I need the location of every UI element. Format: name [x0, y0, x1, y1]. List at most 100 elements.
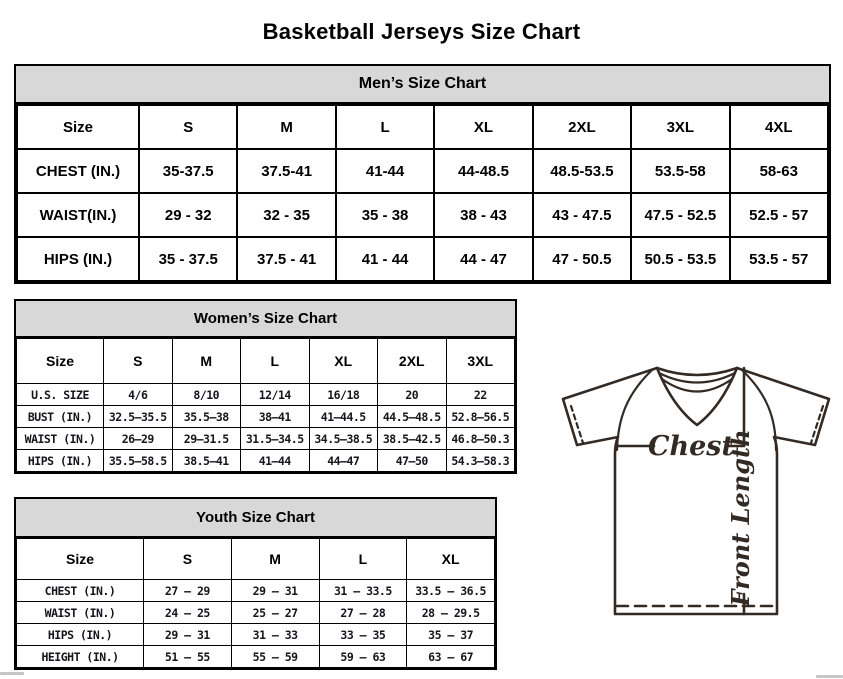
value-cell: 54.3–58.3	[445, 449, 515, 472]
value-cell: 29 – 31	[143, 623, 232, 646]
value-cell: 35 - 38	[334, 192, 436, 238]
size-corner-header-cell: Size	[16, 104, 140, 150]
value-cell: 37.5 - 41	[236, 236, 337, 282]
size-column-header-cell: M	[171, 338, 241, 384]
value-cell: 38–41	[240, 405, 310, 428]
value-cell: 12/14	[240, 383, 310, 406]
value-cell: 44 - 47	[433, 236, 534, 282]
row-label-cell: CHEST (IN.)	[16, 148, 140, 194]
jersey-measurement-diagram: Chest Front Length	[552, 356, 843, 632]
value-cell: 48.5-53.5	[531, 148, 633, 194]
value-cell: 44.5–48.5	[377, 405, 447, 428]
table-row: BUST (IN.) 32.5–35.5 35.5–38 38–41 41–44.5 44…	[16, 405, 515, 428]
value-cell: 38 - 43	[433, 192, 534, 238]
value-cell: 33 – 35	[318, 623, 408, 646]
size-column-header-cell: XL	[308, 338, 378, 384]
value-cell: 63 – 67	[406, 645, 495, 668]
table-row: WAIST (IN.) 26–29 29–31.5 31.5–34.5 34.5–38.…	[16, 427, 515, 450]
value-cell: 35 - 37.5	[137, 236, 239, 282]
table-row: CHEST (IN.) 35-37.5 37.5-41 41-44 44-48.5 48.…	[16, 148, 830, 194]
front-length-label: Front Length	[726, 429, 755, 607]
value-cell: 31 – 33	[230, 623, 320, 646]
value-cell: 41–44	[240, 449, 310, 472]
size-column-header-cell: S	[143, 538, 232, 580]
table-row: HIPS (IN.) 35 - 37.5 37.5 - 41 41 - 44 44 - …	[16, 236, 830, 282]
value-cell: 37.5-41	[236, 148, 337, 194]
scrollbar-fragment-right[interactable]	[816, 675, 843, 678]
size-table: Size S M L XL 2XL 3XL 4XL CHEST (IN.) 35-37.5 37.5…	[16, 104, 830, 282]
header-row: Size S M L XL 2XL 3XL 4XL	[16, 104, 830, 150]
value-cell: 46.8–50.3	[445, 427, 515, 450]
value-cell: 27 – 29	[143, 579, 232, 602]
value-cell: 8/10	[171, 383, 241, 406]
value-cell: 51 – 55	[143, 645, 232, 668]
cuff-dashed-line-left	[569, 404, 585, 445]
row-label-cell: HIPS (IN.)	[16, 236, 140, 282]
row-label-cell: WAIST(IN.)	[16, 192, 140, 238]
cuff-dashed-line-right	[809, 404, 825, 445]
value-cell: 20	[377, 383, 447, 406]
size-column-header-cell: XL	[406, 538, 495, 580]
value-cell: 44–47	[308, 449, 378, 472]
value-cell: 58-63	[728, 148, 830, 194]
value-cell: 22	[445, 383, 515, 406]
value-cell: 26–29	[103, 427, 173, 450]
size-column-header-cell: 2XL	[531, 104, 633, 150]
value-cell: 47–50	[377, 449, 447, 472]
size-column-header-cell: 3XL	[445, 338, 515, 384]
page-title: Basketball Jerseys Size Chart	[262, 18, 581, 44]
size-column-header-cell: L	[318, 538, 408, 580]
value-cell: 28 – 29.5	[406, 601, 495, 624]
value-cell: 53.5-58	[630, 148, 731, 194]
value-cell: 41–44.5	[308, 405, 378, 428]
jersey-vneck	[655, 366, 739, 427]
table-row: HIPS (IN.) 29 – 31 31 – 33 33 – 35 35 – 37	[16, 623, 495, 646]
mens-size-chart-table: Men’s Size Chart Size S M L XL 2XL 3XL 4XL CHEST …	[14, 64, 831, 284]
size-table: Size S M L XL CHEST (IN.) 27 – 29 29 – 31 31 – 3…	[16, 538, 495, 668]
header-row: Size S M L XL	[16, 538, 495, 580]
table-row: WAIST (IN.) 24 – 25 25 – 27 27 – 28 28 – 29.…	[16, 601, 495, 624]
row-label-cell: WAIST (IN.)	[16, 601, 144, 624]
size-column-header-cell: M	[236, 104, 337, 150]
size-column-header-cell: 2XL	[377, 338, 447, 384]
row-label-cell: WAIST (IN.)	[16, 427, 104, 450]
value-cell: 34.5–38.5	[308, 427, 378, 450]
value-cell: 59 – 63	[318, 645, 408, 668]
jersey-body-outline	[561, 366, 831, 616]
value-cell: 38.5–42.5	[377, 427, 447, 450]
value-cell: 53.5 - 57	[728, 236, 830, 282]
table-row: CHEST (IN.) 27 – 29 29 – 31 31 – 33.5 33.5 –…	[16, 579, 495, 602]
size-column-header-cell: L	[240, 338, 310, 384]
value-cell: 32.5–35.5	[103, 405, 173, 428]
value-cell: 41-44	[334, 148, 436, 194]
size-column-header-cell: S	[103, 338, 173, 384]
jersey-armhole-right	[740, 368, 778, 452]
size-column-header-cell: 3XL	[630, 104, 731, 150]
row-label-cell: HIPS (IN.)	[16, 449, 104, 472]
value-cell: 35-37.5	[137, 148, 239, 194]
value-cell: 52.8–56.5	[445, 405, 515, 428]
value-cell: 52.5 - 57	[728, 192, 830, 238]
value-cell: 29 - 32	[137, 192, 239, 238]
value-cell: 47 - 50.5	[531, 236, 633, 282]
value-cell: 4/6	[103, 383, 173, 406]
value-cell: 35 – 37	[406, 623, 495, 646]
size-corner-header-cell: Size	[16, 538, 144, 580]
value-cell: 16/18	[308, 383, 378, 406]
size-column-header-cell: XL	[433, 104, 534, 150]
value-cell: 35.5–58.5	[103, 449, 173, 472]
row-label-cell: U.S. SIZE	[16, 383, 104, 406]
jersey-outline-drawing: Chest Front Length	[561, 366, 831, 616]
value-cell: 24 – 25	[143, 601, 232, 624]
value-cell: 31 – 33.5	[318, 579, 408, 602]
row-label-cell: HEIGHT (IN.)	[16, 645, 144, 668]
scrollbar-fragment-left[interactable]	[0, 672, 24, 675]
chest-label: Chest	[648, 431, 734, 462]
jersey-collar	[655, 366, 739, 377]
value-cell: 47.5 - 52.5	[630, 192, 731, 238]
value-cell: 41 - 44	[334, 236, 436, 282]
value-cell: 55 – 59	[230, 645, 320, 668]
jersey-armhole-left	[615, 368, 654, 452]
value-cell: 29–31.5	[171, 427, 241, 450]
size-column-header-cell: 4XL	[728, 104, 830, 150]
